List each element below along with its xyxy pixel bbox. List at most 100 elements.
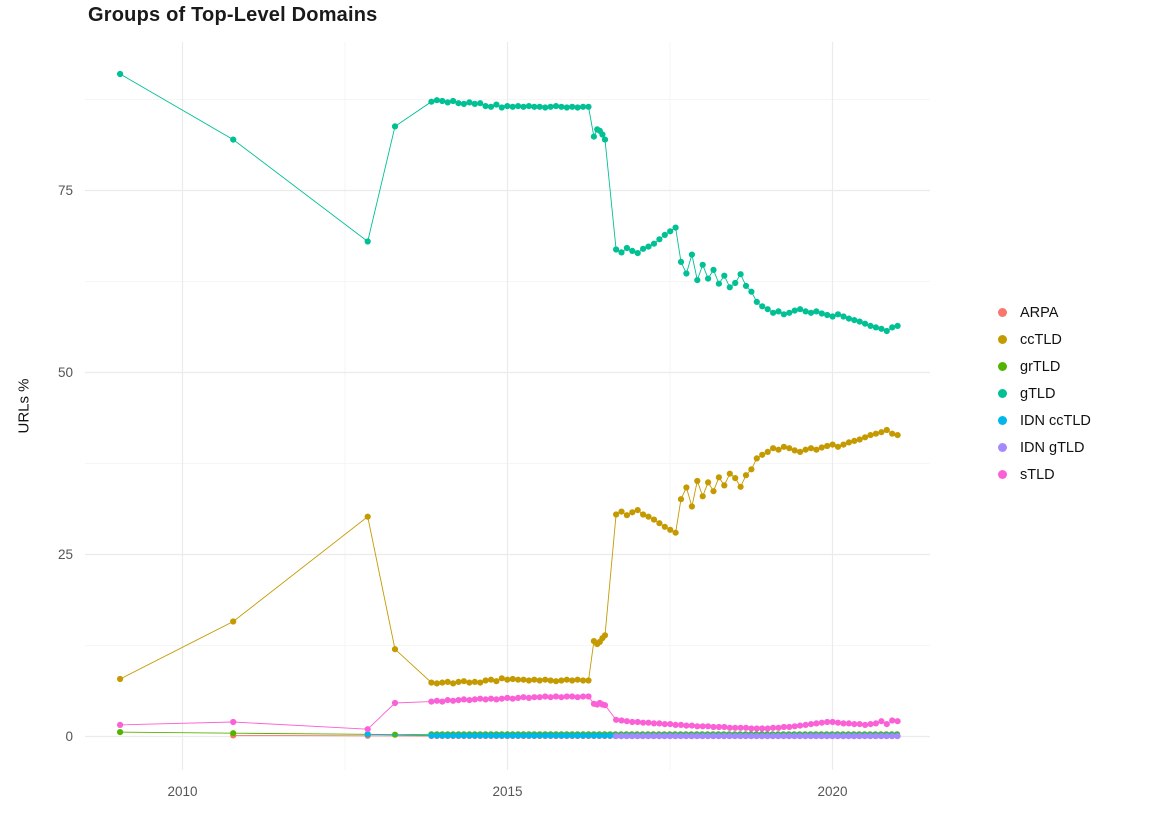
data-point <box>487 676 495 683</box>
data-point <box>883 733 890 740</box>
legend-label: ARPA <box>1020 304 1059 321</box>
data-point <box>364 726 371 733</box>
data-point <box>834 443 842 450</box>
data-point <box>580 693 587 700</box>
data-point <box>726 470 733 477</box>
data-point <box>791 723 798 730</box>
data-point <box>601 632 609 639</box>
legend-item-arpa: ARPA <box>998 305 1164 321</box>
data-point <box>818 719 825 726</box>
data-point <box>797 306 804 313</box>
data-point <box>829 718 836 726</box>
data-point <box>230 718 237 726</box>
data-point <box>364 731 371 738</box>
data-point <box>677 258 685 265</box>
data-point <box>450 680 457 687</box>
legend-item-cctld: ccTLD <box>998 332 1164 348</box>
data-point <box>802 308 809 315</box>
data-point <box>590 732 598 739</box>
data-point <box>574 676 581 683</box>
data-point <box>780 443 788 450</box>
data-point <box>509 732 516 739</box>
data-point <box>117 70 124 78</box>
data-point <box>694 733 701 740</box>
data-point <box>824 733 831 740</box>
data-point <box>650 733 658 740</box>
data-point <box>786 309 793 316</box>
data-point <box>894 718 901 725</box>
data-point <box>563 693 570 700</box>
data-point <box>667 526 674 533</box>
data-point <box>525 103 533 110</box>
data-point <box>601 702 609 709</box>
data-point <box>542 104 549 111</box>
data-point <box>515 676 522 683</box>
data-point <box>780 311 788 318</box>
data-point <box>613 511 620 518</box>
data-point <box>721 733 728 740</box>
data-point <box>802 446 809 453</box>
data-point <box>759 725 766 732</box>
data-point <box>677 496 685 503</box>
data-point <box>770 733 777 740</box>
data-point <box>829 441 836 448</box>
data-point <box>599 131 606 138</box>
data-point <box>230 730 237 737</box>
legend-label: grTLD <box>1020 358 1061 375</box>
data-point <box>450 697 457 704</box>
data-point <box>477 732 484 739</box>
data-point <box>742 724 750 731</box>
data-point <box>786 445 793 452</box>
data-point <box>439 97 446 105</box>
data-point <box>493 696 500 703</box>
data-point <box>230 136 237 143</box>
data-point <box>477 679 484 686</box>
data-point <box>862 733 869 740</box>
data-point <box>585 693 592 700</box>
data-point <box>791 733 798 740</box>
data-point <box>764 448 771 455</box>
data-point <box>824 718 831 726</box>
data-point <box>726 284 733 291</box>
data-point <box>536 103 543 110</box>
data-point <box>688 251 696 258</box>
data-point <box>683 270 690 277</box>
data-point <box>634 507 641 514</box>
data-point <box>460 100 467 107</box>
data-point <box>552 103 560 110</box>
data-point <box>536 677 543 684</box>
data-point <box>629 509 636 516</box>
data-point <box>840 441 847 448</box>
data-point <box>645 733 652 740</box>
data-point <box>699 723 706 730</box>
data-point <box>683 484 690 491</box>
data-point <box>797 733 804 740</box>
data-point <box>650 516 658 523</box>
data-point <box>813 446 820 453</box>
data-point <box>558 103 565 110</box>
data-point <box>117 721 124 729</box>
data-point <box>807 733 815 740</box>
legend-swatch-icon <box>998 389 1007 398</box>
series-line-gtld <box>119 73 898 332</box>
data-point <box>770 724 777 731</box>
data-point <box>504 732 511 739</box>
data-point <box>455 100 462 107</box>
data-point <box>845 720 853 727</box>
data-point <box>775 446 782 453</box>
data-point <box>694 277 701 284</box>
data-point <box>807 309 815 316</box>
data-point <box>391 699 399 707</box>
data-point <box>498 695 505 702</box>
data-point <box>433 680 440 687</box>
plot-area: 0 25 50 75 2010 2015 2020 <box>58 42 930 799</box>
data-point <box>650 240 658 247</box>
data-point <box>552 732 560 739</box>
data-point <box>613 246 620 253</box>
chart-title: Groups of Top-Level Domains <box>88 4 378 26</box>
data-point <box>780 733 788 740</box>
data-point <box>748 733 755 740</box>
data-point <box>883 327 890 335</box>
data-point <box>487 103 495 110</box>
data-point <box>851 317 858 324</box>
